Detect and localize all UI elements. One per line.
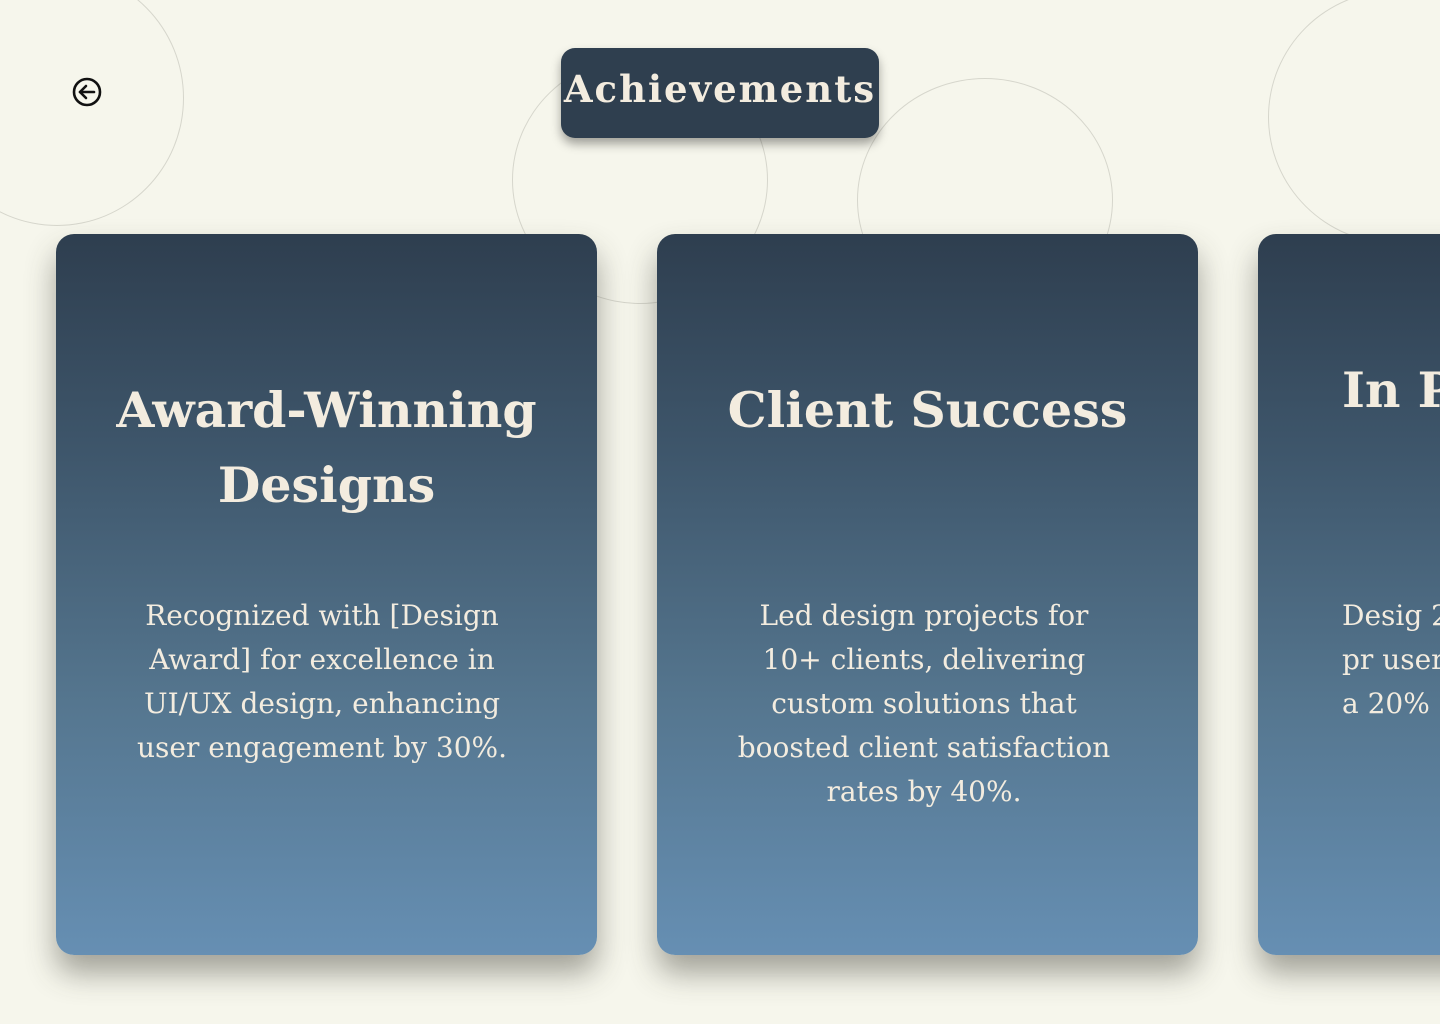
- achievement-card[interactable]: Client Success Led design projects for 1…: [657, 234, 1198, 955]
- achievement-card[interactable]: In Prod Desig 25+ pr user re a 20%: [1258, 234, 1440, 955]
- arrow-left-circle-icon: [72, 77, 102, 107]
- achievement-card[interactable]: Award-Winning Designs Recognized with [D…: [56, 234, 597, 955]
- card-description: Recognized with [Design Award] for excel…: [136, 599, 508, 764]
- card-title: In Prod: [1342, 361, 1440, 419]
- decorative-circle: [1268, 0, 1440, 244]
- back-button[interactable]: [70, 75, 104, 109]
- card-title: Award-Winning Designs: [116, 381, 537, 514]
- card-description: Desig 25+ pr user re a 20%: [1342, 599, 1440, 720]
- page-title: Achievements: [561, 48, 879, 138]
- card-description: Led design projects for 10+ clients, del…: [737, 599, 1111, 808]
- decorative-circle: [0, 0, 184, 226]
- card-title: Client Success: [727, 381, 1128, 439]
